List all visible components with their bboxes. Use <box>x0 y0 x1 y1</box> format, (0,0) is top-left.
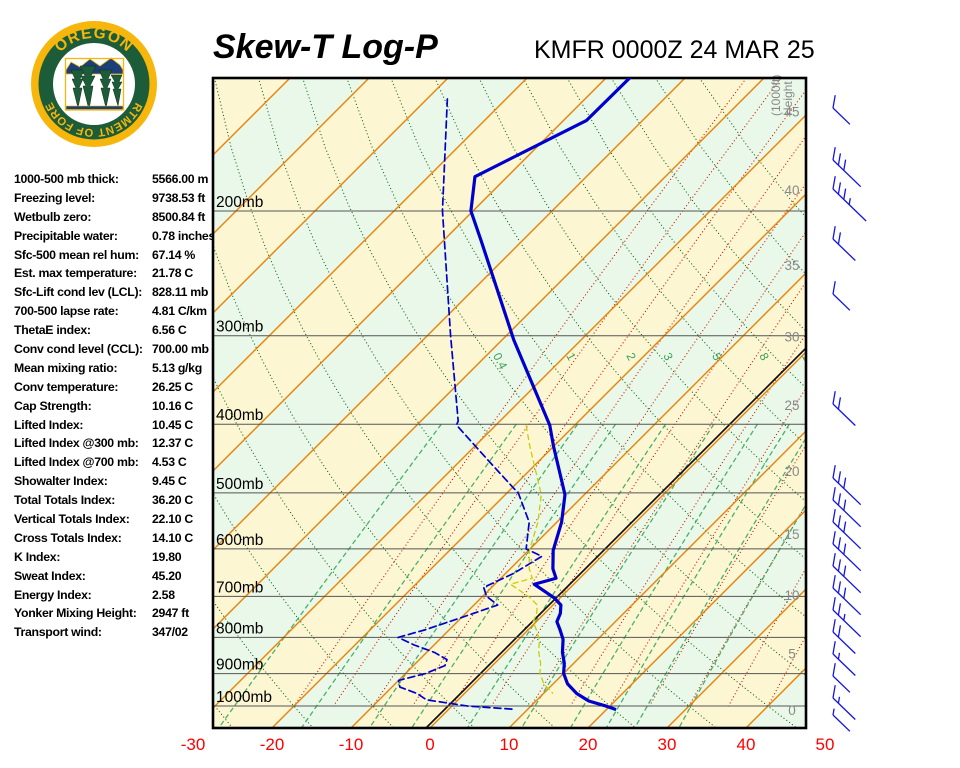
svg-text:800mb: 800mb <box>216 620 263 637</box>
svg-text:700mb: 700mb <box>216 579 263 596</box>
svg-text:900mb: 900mb <box>216 657 263 674</box>
svg-text:28: 28 <box>893 350 912 369</box>
svg-text:-30: -30 <box>181 735 206 754</box>
svg-text:16: 16 <box>830 350 849 369</box>
svg-text:50: 50 <box>816 735 835 754</box>
svg-text:10: 10 <box>784 588 799 603</box>
svg-text:200mb: 200mb <box>216 194 263 211</box>
svg-text:500mb: 500mb <box>216 476 263 493</box>
svg-text:(1000ft): (1000ft) <box>769 75 783 116</box>
svg-text:15: 15 <box>784 527 799 542</box>
svg-text:35: 35 <box>784 258 799 273</box>
svg-text:-20: -20 <box>260 735 285 754</box>
svg-text:Height: Height <box>781 81 795 116</box>
svg-text:-10: -10 <box>339 735 364 754</box>
svg-text:20: 20 <box>855 350 874 369</box>
svg-text:1000mb: 1000mb <box>216 689 272 706</box>
svg-text:40: 40 <box>784 183 799 198</box>
svg-text:10: 10 <box>500 735 519 754</box>
svg-text:0: 0 <box>788 703 796 718</box>
svg-text:0: 0 <box>425 735 434 754</box>
svg-text:300mb: 300mb <box>216 319 263 336</box>
svg-text:30: 30 <box>658 735 677 754</box>
svg-text:25: 25 <box>784 398 799 413</box>
svg-text:600mb: 600mb <box>216 532 263 549</box>
svg-text:20: 20 <box>579 735 598 754</box>
svg-text:5: 5 <box>788 647 796 662</box>
svg-text:20: 20 <box>784 464 799 479</box>
svg-text:40: 40 <box>737 735 756 754</box>
svg-text:30: 30 <box>784 330 799 345</box>
svg-text:400mb: 400mb <box>216 407 263 424</box>
